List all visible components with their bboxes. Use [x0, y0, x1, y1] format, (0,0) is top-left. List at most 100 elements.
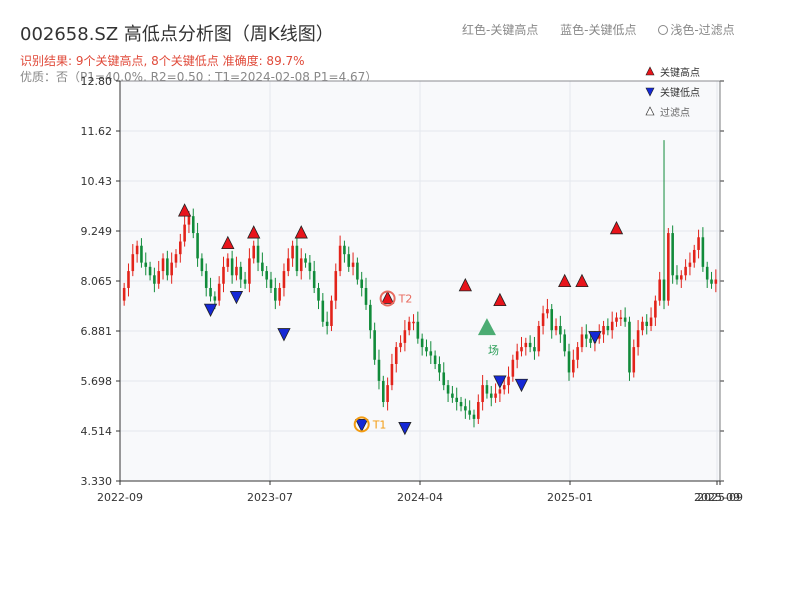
candle-body: [187, 216, 191, 225]
candle-body: [494, 393, 497, 398]
candle-body: [230, 258, 234, 276]
key-low-marker: [229, 291, 244, 305]
key-low-marker: [398, 421, 412, 436]
candle-body: [304, 258, 307, 263]
candle-body: [373, 330, 376, 360]
candle-body: [217, 283, 221, 301]
legend-light-label: 浅色-过滤点: [670, 23, 735, 37]
candle-body: [377, 359, 381, 381]
candle-body: [325, 321, 329, 326]
candle-body: [256, 245, 260, 263]
legend-filter-marker: [645, 106, 655, 116]
candle-body: [541, 313, 545, 326]
candle-body: [554, 325, 558, 331]
result-summary: 识别结果: 9个关键高点, 8个关键低点 准确度: 89.7%: [20, 54, 305, 68]
key-high-marker: [177, 203, 192, 217]
candle-body: [559, 325, 562, 335]
candle-body: [131, 254, 135, 272]
candle-body: [252, 245, 256, 259]
candle-body: [654, 300, 657, 318]
candle-body: [299, 258, 303, 272]
candle-body: [286, 258, 290, 272]
candle-body: [619, 317, 623, 320]
x-tick-label: 2023-07: [247, 491, 293, 504]
candle-body: [606, 325, 610, 331]
candle-body: [330, 300, 333, 326]
key-low-marker: [277, 328, 291, 342]
legend-low-label: 关键低点: [660, 86, 700, 99]
candle-body: [295, 245, 299, 272]
y-tick-label: 6.881: [81, 325, 113, 338]
candle-body: [610, 321, 614, 331]
candle-body: [658, 279, 661, 301]
top-legend: 红色-关键高点 蓝色-关键低点 浅色-过滤点: [462, 21, 753, 38]
candle-body: [537, 325, 541, 352]
candle-body: [589, 338, 592, 343]
candle-body: [170, 262, 173, 276]
candle-body: [455, 397, 459, 403]
candle-body: [381, 380, 385, 403]
key-low-marker: [493, 375, 507, 389]
candle-body: [269, 279, 273, 288]
candle-body: [649, 317, 653, 326]
candle-body: [489, 393, 493, 398]
candle-body: [498, 389, 502, 394]
candle-body: [278, 287, 281, 301]
candle-body: [636, 330, 640, 348]
x-tick-label: 2025-01: [547, 491, 593, 504]
key-high-marker: [294, 225, 308, 239]
special-label: 场: [488, 343, 499, 357]
candle-body: [416, 321, 420, 339]
legend-filter-label: 过滤点: [660, 106, 690, 119]
candle-body: [628, 321, 631, 373]
candle-body: [161, 258, 165, 272]
candle-body: [127, 271, 130, 288]
legend-high-marker: [645, 66, 655, 76]
legend-high-label: 关键高点: [660, 66, 700, 79]
candle-body: [196, 233, 199, 259]
y-tick-label: 8.065: [81, 275, 113, 288]
candle-body: [433, 355, 437, 364]
candle-body: [511, 359, 515, 377]
candle-body: [459, 402, 463, 407]
candle-body: [667, 233, 670, 301]
candle-body: [148, 266, 152, 276]
candle-body: [524, 342, 528, 348]
y-tick-label: 5.698: [81, 375, 113, 388]
candle-body: [477, 402, 480, 419]
candle-body: [321, 300, 325, 322]
x-tick-label: 2024-04: [397, 491, 443, 504]
candle-body: [157, 271, 161, 284]
candle-body: [135, 245, 139, 255]
candle-body: [481, 385, 484, 403]
candle-body: [248, 258, 251, 284]
y-tick-label: 4.514: [81, 425, 113, 438]
key-low-marker: [588, 331, 602, 345]
candle-body: [623, 317, 627, 322]
candle-body: [710, 279, 713, 284]
candle-body: [515, 351, 519, 360]
key-high-marker: [380, 290, 395, 304]
key-high-marker: [458, 277, 472, 292]
candle-body: [641, 321, 644, 331]
circle-icon: [658, 25, 669, 35]
candle-body: [243, 279, 247, 284]
candle-body: [507, 376, 510, 386]
legend-red-label: 红色-关键高点: [462, 23, 539, 37]
t2-label: T2: [398, 293, 413, 306]
special-marker: [477, 318, 496, 336]
candle-body: [200, 258, 204, 272]
key-high-marker: [221, 235, 235, 250]
y-tick-label: 10.43: [81, 175, 113, 188]
t1-circle: [353, 416, 370, 433]
candle-body: [645, 321, 649, 326]
candle-body: [317, 287, 320, 301]
candle-body: [351, 262, 355, 267]
candle-body: [688, 262, 692, 267]
legend-low-marker: [645, 87, 655, 97]
candle-body: [274, 287, 277, 301]
candle-body: [291, 245, 294, 259]
candle-body: [692, 249, 696, 263]
candle-body: [334, 271, 338, 301]
